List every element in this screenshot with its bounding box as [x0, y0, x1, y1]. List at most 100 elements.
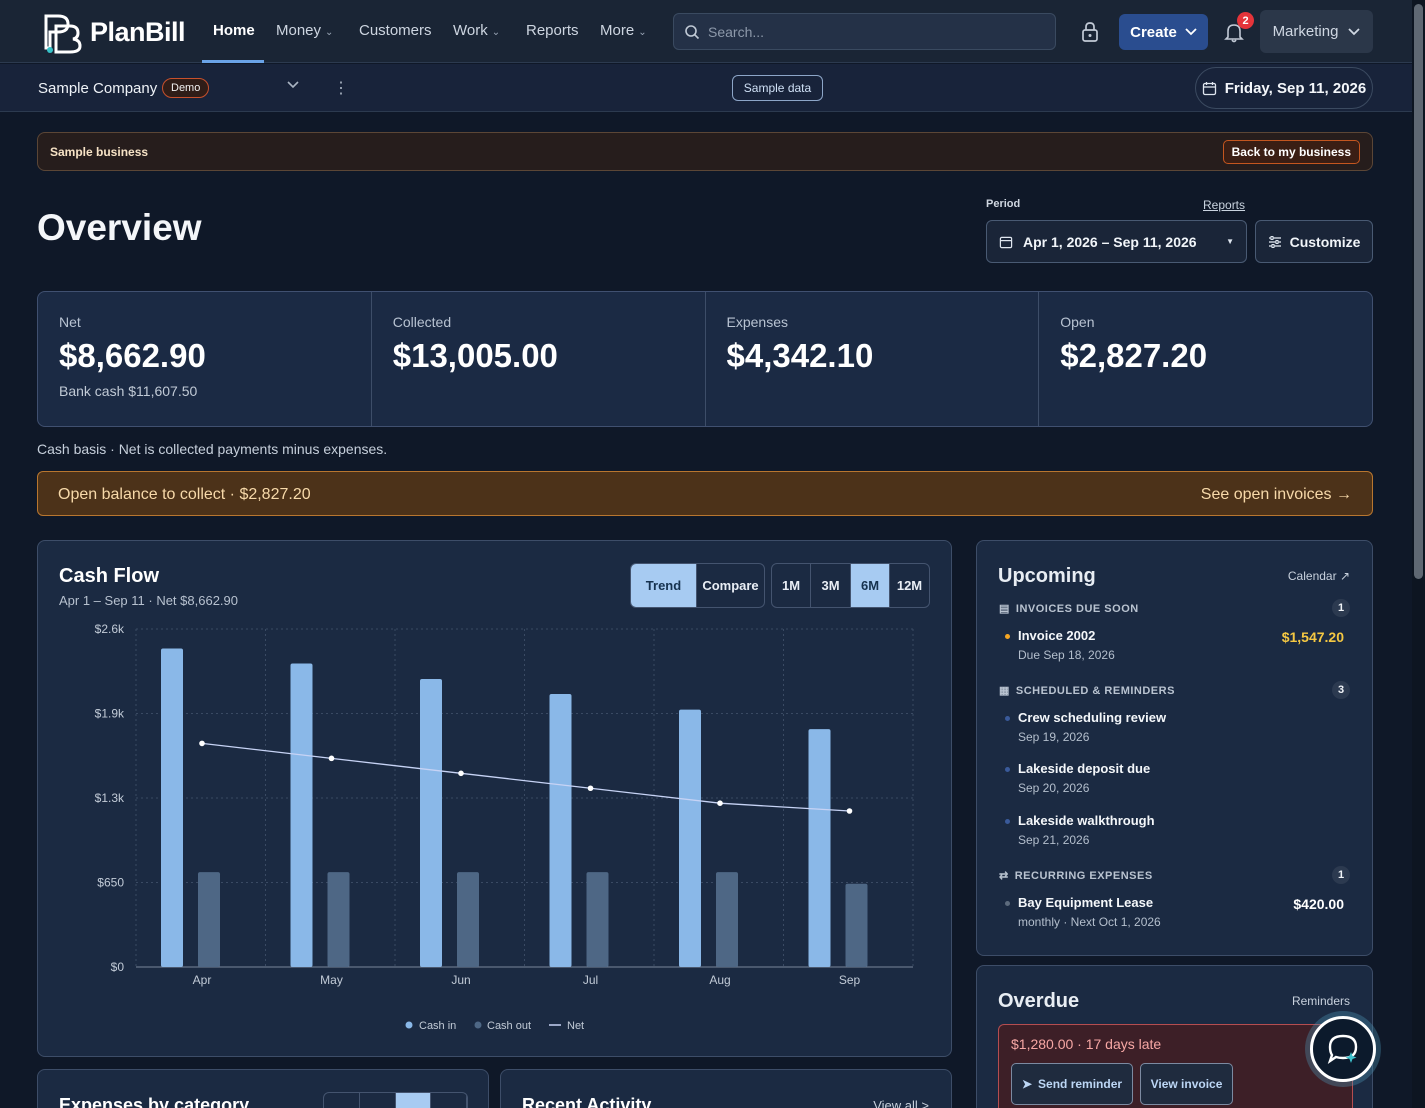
nav-home[interactable]: Home — [213, 22, 255, 39]
period-select[interactable]: Apr 1, 2026 – Sep 11, 2026 ▼ — [986, 220, 1247, 263]
external-link-icon: ↗ — [1339, 569, 1350, 583]
nav-home-label: Home — [213, 22, 255, 39]
upcoming-card: Upcoming Calendar ↗ ▤ INVOICES DUE SOON 1… — [976, 540, 1373, 956]
x-tick-label: Jun — [451, 973, 470, 987]
toggle-option[interactable] — [395, 1093, 432, 1108]
kpi-open[interactable]: Open $2,827.20 — [1039, 292, 1372, 426]
brand-name: PlanBill — [90, 16, 186, 47]
bar-cash-out — [327, 872, 350, 967]
chat-assistant-button[interactable] — [1310, 1016, 1376, 1082]
item-name: Lakeside deposit due — [1018, 761, 1151, 776]
range-6m[interactable]: 6M — [851, 564, 890, 607]
status-dot — [1005, 716, 1010, 721]
workspace-switcher[interactable]: Marketing — [1260, 10, 1373, 53]
item-amount: $1,547.20 — [1281, 629, 1344, 645]
legend-cash-out-label: Cash out — [487, 1020, 531, 1032]
nav-money[interactable]: Money ⌄ — [276, 22, 333, 39]
kpi-value: $13,005.00 — [392, 337, 558, 374]
bar-cash-out — [457, 872, 479, 967]
toggle-option[interactable] — [431, 1093, 467, 1108]
item-amount: $420.00 — [1293, 896, 1344, 912]
net-point — [587, 785, 594, 792]
company-name[interactable]: Sample Company — [38, 80, 158, 97]
kpi-value: $2,827.20 — [1060, 337, 1208, 374]
toggle-option[interactable] — [324, 1093, 360, 1108]
kpi-label: Open — [1060, 314, 1095, 330]
nav-reports[interactable]: Reports — [526, 22, 579, 39]
kpi-collected[interactable]: Collected $13,005.00 — [372, 292, 706, 426]
status-dot — [1005, 767, 1010, 772]
search-input[interactable] — [708, 23, 1028, 40]
range-12m[interactable]: 12M — [896, 578, 923, 593]
expenses-range-toggle — [323, 1092, 468, 1108]
bar-cash-in — [161, 648, 183, 967]
kpi-expenses[interactable]: Expenses $4,342.10 — [706, 292, 1040, 426]
lock-icon[interactable] — [1078, 20, 1102, 44]
more-vertical-icon[interactable]: ⋮ — [333, 80, 349, 97]
nav-work[interactable]: Work ⌄ — [453, 22, 500, 39]
y-tick-label: $1.9k — [95, 707, 125, 721]
nav-customers[interactable]: Customers — [359, 22, 432, 39]
recent-activity-title: Recent Activity — [522, 1095, 652, 1108]
range-1m[interactable]: 1M — [772, 564, 811, 607]
view-invoice-button[interactable]: View invoice — [1140, 1063, 1233, 1105]
nav-more[interactable]: More ⌄ — [600, 22, 647, 39]
net-line — [201, 742, 850, 812]
calendar-link[interactable]: Calendar ↗ — [1288, 569, 1350, 583]
brand-logo[interactable]: PlanBill — [40, 10, 186, 54]
item-meta: Due Sep 18, 2026 — [1018, 648, 1115, 662]
reports-link[interactable]: Reports — [1203, 198, 1246, 212]
chart-mode-toggle: Trend Compare — [630, 563, 765, 608]
nav-reports-label: Reports — [526, 22, 579, 39]
repeat-icon: ⇄ — [999, 870, 1009, 882]
create-button[interactable]: Create — [1119, 14, 1208, 50]
item-name: Crew scheduling review — [1018, 710, 1167, 725]
sample-data-button[interactable]: Sample data — [732, 75, 823, 101]
page-scrollbar[interactable] — [1412, 0, 1425, 1108]
y-tick-label: $650 — [97, 876, 124, 890]
cash-flow-title: Cash Flow — [59, 565, 160, 587]
nav-work-label: Work — [453, 22, 488, 39]
period-label: Period — [986, 198, 1021, 210]
back-to-business-button[interactable]: Back to my business — [1222, 140, 1360, 164]
section-invoices-due: ▤ INVOICES DUE SOON — [999, 602, 1139, 616]
section-count: 3 — [1332, 681, 1350, 699]
nav-customers-label: Customers — [359, 22, 432, 39]
chevron-down-icon: ⌄ — [491, 27, 501, 38]
item-meta: Sep 19, 2026 — [1018, 730, 1090, 744]
current-date-pill[interactable]: Friday, Sep 11, 2026 — [1195, 67, 1373, 109]
mode-trend[interactable]: Trend — [631, 564, 697, 607]
mode-compare[interactable]: Compare — [702, 578, 759, 593]
kpi-net[interactable]: Net $8,662.90 Bank cash $11,607.50 — [38, 292, 372, 426]
section-title: RECURRING EXPENSES — [1014, 869, 1153, 882]
notifications-bell-icon[interactable] — [1222, 20, 1246, 44]
x-tick-label: Jul — [583, 973, 598, 987]
section-count: 1 — [1332, 599, 1350, 617]
scrollbar-thumb[interactable] — [1414, 4, 1423, 579]
send-reminder-button[interactable]: ➤ Send reminder — [1011, 1063, 1133, 1105]
view-all-link[interactable]: View all > — [873, 1098, 929, 1108]
item-meta: Sep 20, 2026 — [1018, 781, 1090, 795]
search-box[interactable] — [673, 13, 1056, 50]
customize-button[interactable]: Customize — [1255, 220, 1373, 263]
see-open-invoices-link[interactable]: See open invoices → — [1200, 486, 1352, 503]
chevron-down-icon[interactable] — [286, 80, 300, 90]
overdue-title: Overdue — [998, 990, 1080, 1012]
kpi-value: $4,342.10 — [726, 337, 874, 374]
document-icon: ▤ — [999, 603, 1010, 615]
toggle-option[interactable] — [360, 1093, 396, 1108]
x-tick-label: May — [320, 973, 343, 987]
range-3m[interactable]: 3M — [811, 564, 851, 607]
bar-cash-in — [808, 729, 831, 967]
upcoming-title: Upcoming — [998, 565, 1096, 587]
bar-cash-in — [420, 679, 442, 967]
demo-badge: Demo — [162, 78, 210, 98]
reminders-link[interactable]: Reminders — [1291, 994, 1350, 1008]
legend-cash-in-label: Cash in — [419, 1020, 456, 1032]
open-balance-banner[interactable]: Open balance to collect · $2,827.20 See … — [37, 471, 1373, 516]
item-meta: Sep 21, 2026 — [1018, 833, 1090, 847]
net-point — [458, 770, 464, 777]
customize-label: Customize — [1289, 233, 1361, 250]
chevron-down-icon: ⌄ — [325, 27, 334, 38]
x-tick-label: Aug — [709, 973, 730, 987]
